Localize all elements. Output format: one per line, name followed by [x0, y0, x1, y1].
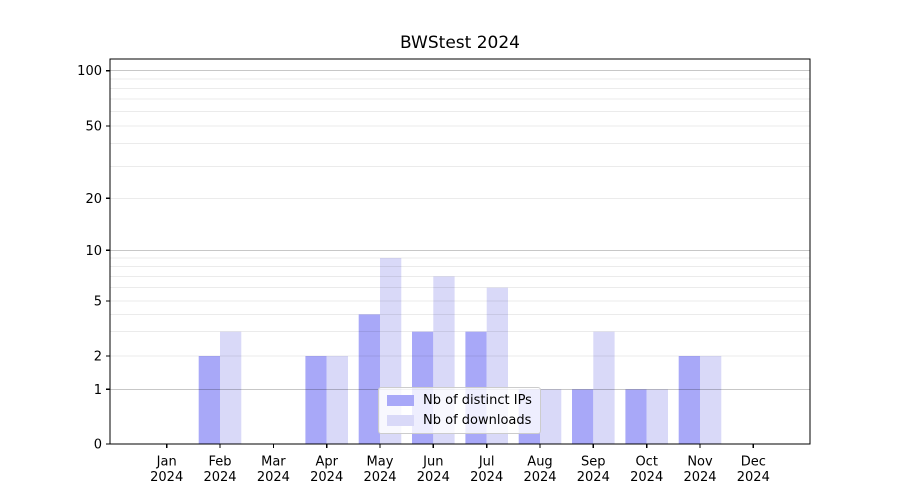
- bar-downloads-apr: [326, 356, 348, 444]
- y-tick-label: 1: [94, 383, 102, 398]
- bar-downloads-oct: [646, 389, 668, 444]
- x-tick-label-year: 2024: [417, 470, 450, 485]
- legend: Nb of distinct IPs Nb of downloads: [378, 387, 541, 434]
- plot-border: [109, 58, 811, 445]
- x-tick-label-month: Jun: [422, 455, 443, 470]
- x-tick-label-month: Jan: [156, 455, 177, 470]
- x-tick-label-year: 2024: [630, 470, 663, 485]
- gridlines: [110, 70, 810, 390]
- y-tick-label: 10: [85, 244, 102, 259]
- y-tick-label: 100: [77, 64, 102, 79]
- legend-swatch-ips-icon: [387, 395, 414, 406]
- bar-downloads-nov: [700, 356, 722, 444]
- x-tick-label-month: Sep: [581, 455, 606, 470]
- legend-label-ips: Nb of distinct IPs: [423, 393, 532, 408]
- bar-ips-sep: [572, 389, 594, 444]
- x-tick-label-year: 2024: [257, 470, 290, 485]
- bar-ips-nov: [678, 356, 700, 444]
- chart-title: BWStest 2024: [400, 33, 520, 53]
- x-tick-label-year: 2024: [150, 470, 183, 485]
- x-tick-label-month: Feb: [208, 455, 231, 470]
- y-tick-label: 5: [94, 295, 102, 310]
- bar-ips-feb: [198, 356, 220, 444]
- x-tick-label-year: 2024: [737, 470, 770, 485]
- y-tick-label: 20: [85, 192, 102, 207]
- legend-row-downloads: Nb of downloads: [387, 413, 532, 428]
- x-tick-label-year: 2024: [203, 470, 236, 485]
- legend-label-downloads: Nb of downloads: [423, 413, 532, 428]
- x-tick-label-month: Nov: [687, 455, 713, 470]
- bar-ips-apr: [305, 356, 327, 444]
- bar-ips-may: [358, 314, 380, 444]
- x-tick-label-month: Aug: [527, 455, 552, 470]
- bar-downloads-feb: [220, 331, 242, 444]
- y-axis: 0 1 2 5 10 20 50 100: [77, 64, 110, 453]
- x-tick-label-year: 2024: [523, 470, 556, 485]
- x-tick-label-month: Jul: [478, 455, 495, 470]
- x-tick-label-month: May: [367, 455, 394, 470]
- bar-downloads-aug: [540, 389, 562, 444]
- x-tick-label-year: 2024: [310, 470, 343, 485]
- x-tick-label-year: 2024: [363, 470, 396, 485]
- x-tick-label-month: Dec: [741, 455, 766, 470]
- x-tick-label-year: 2024: [577, 470, 610, 485]
- y-tick-label: 50: [85, 120, 102, 135]
- x-tick-label-month: Oct: [635, 455, 657, 470]
- x-tick-label-month: Apr: [315, 455, 338, 470]
- legend-swatch-downloads-icon: [387, 415, 414, 426]
- x-tick-label-year: 2024: [683, 470, 716, 485]
- x-axis: Jan2024Feb2024Mar2024Apr2024May2024Jun20…: [150, 444, 770, 485]
- x-tick-label-year: 2024: [470, 470, 503, 485]
- x-tick-label-month: Mar: [261, 455, 286, 470]
- y-tick-label: 2: [94, 350, 102, 365]
- bar-downloads-sep: [593, 331, 615, 444]
- legend-row-ips: Nb of distinct IPs: [387, 393, 532, 408]
- y-tick-label: 0: [94, 438, 102, 453]
- bar-ips-oct: [625, 389, 647, 444]
